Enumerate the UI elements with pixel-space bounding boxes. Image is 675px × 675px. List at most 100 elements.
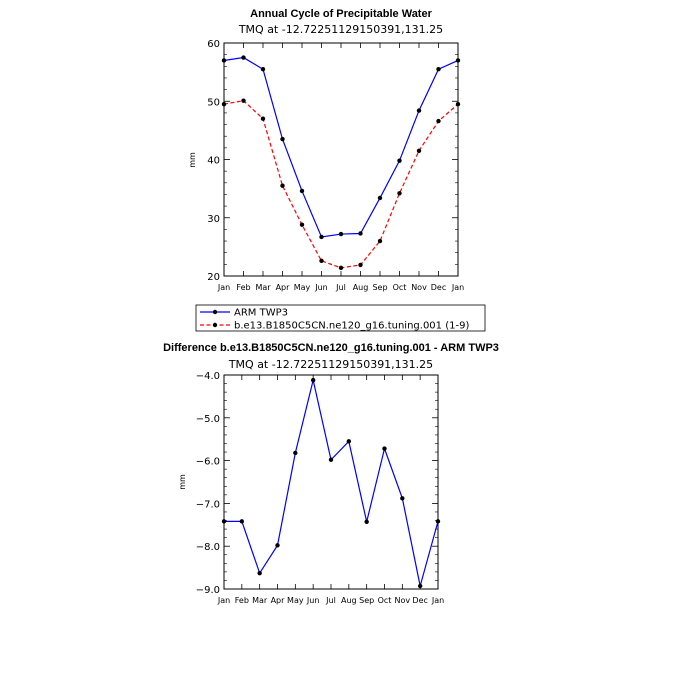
data-point — [241, 55, 246, 60]
x-tick-label: Nov — [411, 283, 427, 292]
x-tick-label: Aug — [353, 283, 369, 292]
data-point — [280, 183, 285, 188]
data-point — [436, 118, 441, 124]
y-tick-label: 30 — [207, 214, 220, 225]
legend-label-series-1: ARM TWP3 — [234, 308, 288, 319]
data-point — [455, 101, 461, 107]
series-line-2 — [223, 100, 459, 269]
data-point — [328, 457, 334, 462]
x-tick-label: Nov — [395, 596, 411, 605]
data-point — [358, 262, 363, 268]
data-point — [293, 450, 298, 456]
y-tick-label: −4.0 — [196, 371, 220, 382]
data-point — [397, 191, 402, 196]
data-point — [221, 58, 227, 63]
legend-marker-series-2 — [212, 322, 218, 328]
data-point — [275, 543, 280, 548]
data-point — [416, 108, 422, 113]
series-line-1 — [224, 379, 439, 587]
legend-box — [195, 304, 486, 332]
x-tick-label: Mar — [252, 596, 268, 605]
data-point — [397, 158, 402, 163]
data-point — [319, 258, 324, 264]
legend-label-series-2: b.e13.B1850C5CN.ne120_g16.tuning.001 (1-… — [234, 321, 469, 332]
y-tick-label: −5.0 — [196, 414, 220, 425]
bottom-plot-frame — [223, 374, 439, 590]
x-tick-label: Mar — [255, 283, 271, 292]
x-tick-label: Jun — [314, 283, 328, 292]
data-point — [455, 58, 461, 63]
data-point — [221, 519, 227, 524]
bottom-series — [221, 377, 441, 589]
x-tick-label: Jan — [217, 596, 230, 605]
data-point — [417, 583, 423, 589]
x-tick-label: Jun — [306, 596, 320, 605]
bottom-chart: Difference b.e13.B1850C5CN.ne120_g16.tun… — [163, 342, 499, 605]
bottom-chart-subtitle: TMQ at -12.72251129150391,131.25 — [228, 358, 433, 371]
y-tick-label: 50 — [207, 97, 220, 108]
y-tick-label: 60 — [207, 39, 220, 50]
data-point — [400, 496, 405, 501]
data-point — [377, 195, 383, 201]
data-point — [436, 67, 441, 72]
data-point — [382, 446, 387, 451]
top-chart-title: Annual Cycle of Precipitable Water — [250, 8, 432, 20]
top-chart: Annual Cycle of Precipitable Water TMQ a… — [188, 8, 464, 292]
legend-marker-series-1 — [212, 309, 218, 315]
x-tick-label: Feb — [235, 596, 249, 605]
x-tick-label: Oct — [378, 596, 392, 605]
x-tick-label: Sep — [359, 596, 374, 605]
top-plot-frame — [223, 42, 459, 277]
bottom-axes: Jan Feb Mar Apr May Jun Jul Aug Sep Oct Nov Dec Jan−… — [196, 371, 444, 605]
x-tick-label: Jul — [335, 283, 346, 292]
data-point — [377, 238, 383, 244]
x-tick-label: May — [287, 596, 304, 605]
x-tick-label: Feb — [236, 283, 250, 292]
bottom-chart-title: Difference b.e13.B1850C5CN.ne120_g16.tun… — [163, 342, 499, 354]
top-axes: Jan Feb Mar Apr May Jun Jul Aug Sep Oct Nov Dec Jan2… — [207, 39, 464, 292]
x-tick-label: Apr — [271, 596, 286, 605]
x-tick-label: May — [294, 283, 311, 292]
x-tick-label: Jan — [431, 596, 444, 605]
data-point — [358, 231, 363, 236]
top-chart-subtitle: TMQ at -12.72251129150391,131.25 — [238, 23, 443, 36]
y-tick-label: 20 — [207, 272, 220, 283]
x-tick-label: Oct — [393, 283, 407, 292]
y-tick-label: −6.0 — [196, 457, 220, 468]
data-point — [260, 116, 266, 121]
legend: ARM TWP3 b.e13.B1850C5CN.ne120_g16.tunin… — [195, 304, 486, 332]
data-point — [364, 519, 369, 525]
x-tick-label: Dec — [431, 283, 446, 292]
x-tick-label: Aug — [341, 596, 357, 605]
data-point — [299, 188, 305, 194]
bottom-chart-ylabel: mm — [178, 474, 187, 490]
series-line-1 — [223, 56, 459, 238]
data-point — [241, 98, 246, 103]
data-point — [416, 148, 422, 153]
data-point — [435, 519, 441, 524]
data-point — [338, 231, 344, 237]
x-tick-label: Apr — [276, 283, 291, 292]
data-point — [280, 136, 285, 142]
top-chart-ylabel: mm — [188, 152, 197, 168]
data-point — [221, 101, 227, 107]
x-tick-label: Sep — [372, 283, 387, 292]
x-tick-label: Jul — [325, 596, 336, 605]
top-series — [221, 55, 461, 271]
data-point — [260, 67, 266, 72]
y-tick-label: −7.0 — [196, 499, 220, 510]
x-tick-label: Dec — [412, 596, 427, 605]
y-tick-label: −9.0 — [196, 585, 220, 596]
data-point — [319, 234, 324, 240]
x-tick-label: Jan — [451, 283, 464, 292]
data-point — [257, 570, 262, 576]
data-point — [239, 519, 245, 524]
data-point — [299, 222, 305, 227]
y-tick-label: 40 — [207, 156, 220, 167]
y-tick-label: −8.0 — [196, 542, 220, 553]
data-point — [338, 265, 344, 271]
data-point — [346, 439, 352, 444]
x-tick-label: Jan — [217, 283, 230, 292]
data-point — [310, 377, 316, 383]
